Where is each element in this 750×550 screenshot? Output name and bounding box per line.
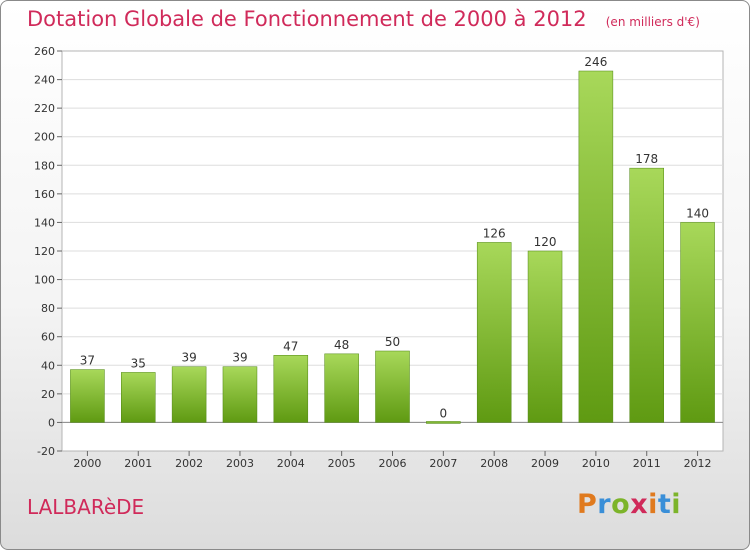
bar-2005 <box>324 353 359 423</box>
bar-2004 <box>273 355 309 423</box>
data-label: 126 <box>483 226 506 240</box>
data-label: 47 <box>283 339 298 353</box>
x-tick-label: 2008 <box>480 457 508 470</box>
bar-2007 <box>426 421 461 424</box>
bar-2009 <box>527 250 563 423</box>
x-tick-label: 2002 <box>175 457 203 470</box>
x-tick-label: 2009 <box>531 457 559 470</box>
x-tick-label: 2005 <box>328 457 356 470</box>
y-tick-label: 200 <box>34 131 55 144</box>
bar-2011 <box>629 167 664 423</box>
data-label: 50 <box>385 335 400 349</box>
x-tick-label: 2006 <box>379 457 407 470</box>
x-tick-label: 2007 <box>429 457 457 470</box>
y-tick-label: 140 <box>34 216 55 229</box>
y-tick-label: 100 <box>34 274 55 287</box>
logo-letter: o <box>611 489 631 520</box>
data-label: 39 <box>181 351 196 365</box>
commune-name: LALBARèDE <box>27 495 145 519</box>
x-tick-label: 2012 <box>684 457 712 470</box>
data-label: 178 <box>635 152 658 166</box>
bar-2010 <box>578 70 614 423</box>
data-label: 48 <box>334 338 349 352</box>
bar-2006 <box>375 350 410 423</box>
y-tick-label: 220 <box>34 102 55 115</box>
y-tick-label: 180 <box>34 159 55 172</box>
data-label: 0 <box>440 406 448 420</box>
data-label: 39 <box>232 351 247 365</box>
y-tick-label: 160 <box>34 188 55 201</box>
y-tick-label: 20 <box>41 388 55 401</box>
logo-letter: i <box>648 489 658 520</box>
data-label: 120 <box>534 235 557 249</box>
x-tick-label: 2000 <box>73 457 101 470</box>
y-tick-label: 60 <box>41 331 55 344</box>
logo-letter: i <box>671 489 682 520</box>
logo-letter: r <box>597 489 612 520</box>
data-label: 37 <box>80 354 95 368</box>
y-tick-label: 120 <box>34 245 55 258</box>
y-tick-label: 40 <box>41 359 55 372</box>
proxiti-logo: Proxiti <box>577 489 681 520</box>
x-tick-label: 2001 <box>124 457 152 470</box>
bar-2002 <box>171 366 207 423</box>
x-tick-label: 2010 <box>582 457 610 470</box>
y-tick-label: 240 <box>34 74 55 87</box>
bar-2003 <box>222 366 258 423</box>
y-tick-label: 0 <box>48 416 55 429</box>
bar-2012 <box>680 222 715 423</box>
y-tick-label: -20 <box>37 445 55 458</box>
data-label: 246 <box>584 55 607 69</box>
x-tick-label: 2011 <box>633 457 661 470</box>
bar-2001 <box>121 372 156 423</box>
bar-2000 <box>70 369 105 423</box>
x-tick-label: 2003 <box>226 457 254 470</box>
data-label: 35 <box>131 356 146 370</box>
logo-letter: P <box>577 489 598 520</box>
chart-title: Dotation Globale de Fonctionnement de 20… <box>27 7 587 31</box>
y-tick-label: 80 <box>41 302 55 315</box>
chart-subtitle: (en milliers d'€) <box>605 15 700 29</box>
logo-letter: x <box>630 489 649 520</box>
title-block: Dotation Globale de Fonctionnement de 20… <box>27 7 700 31</box>
y-tick-label: 260 <box>34 45 55 58</box>
x-tick-label: 2004 <box>277 457 305 470</box>
data-label: 140 <box>686 206 709 220</box>
bar-2008 <box>476 242 512 423</box>
logo-letter: t <box>657 489 672 520</box>
